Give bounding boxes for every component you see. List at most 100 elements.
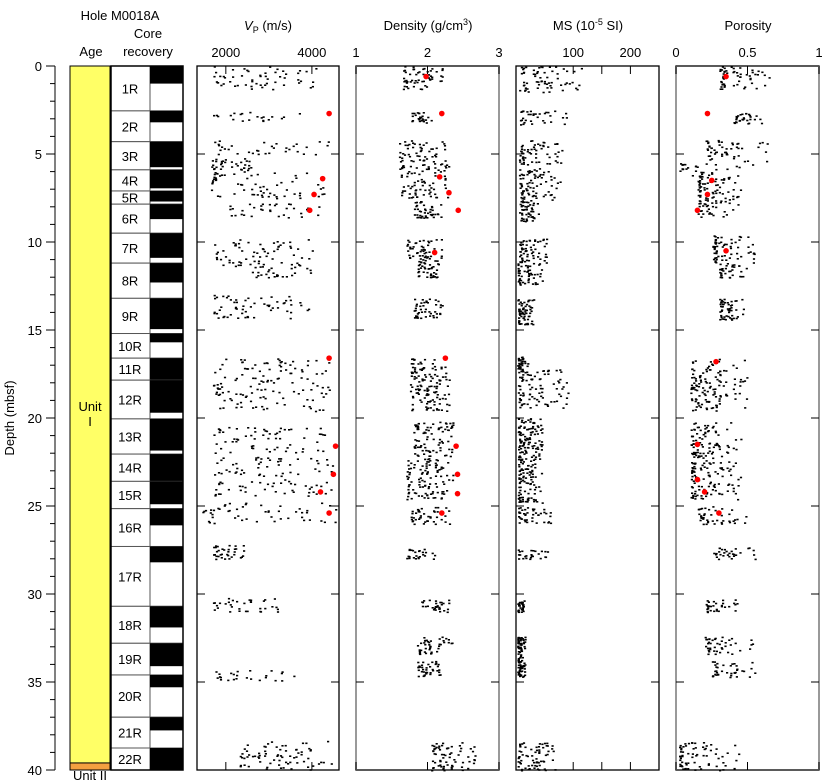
- porosity-log-point: [698, 187, 701, 189]
- density-log-point: [425, 300, 428, 302]
- density-log-point: [406, 245, 409, 247]
- density-log-point: [420, 317, 423, 320]
- porosity-log-point: [735, 554, 738, 556]
- ms-log-point: [517, 642, 520, 645]
- ms-log-point: [522, 313, 525, 315]
- ms-log-point: [545, 242, 548, 245]
- density-log-point: [448, 379, 451, 381]
- ms-log-point: [562, 386, 565, 388]
- porosity-log-point: [697, 194, 700, 197]
- vp-log-point: [223, 148, 226, 150]
- porosity-log-point: [732, 487, 735, 490]
- density-log-point: [418, 388, 422, 391]
- porosity-log-point: [711, 172, 714, 174]
- vp-log-point: [284, 744, 287, 747]
- vp-log-point: [249, 306, 252, 308]
- porosity-log-point: [724, 272, 727, 275]
- vp-log-point: [257, 467, 260, 469]
- ms-log-point: [527, 205, 530, 207]
- ms-log-point: [522, 379, 525, 381]
- vp-log-point: [240, 75, 244, 77]
- ms-log-point: [519, 161, 522, 163]
- ms-log-point: [521, 419, 524, 422]
- ms-log-point: [532, 251, 535, 253]
- ms-log-point: [523, 403, 526, 405]
- ms-log-point: [543, 508, 546, 511]
- porosity-log-point: [721, 305, 724, 308]
- vp-log-point: [215, 114, 218, 117]
- ms-log-point: [520, 759, 523, 762]
- density-log-point: [423, 397, 426, 399]
- ms-log-point: [519, 261, 522, 263]
- porosity-log-point: [714, 431, 718, 434]
- ms-log-point: [536, 425, 539, 427]
- ms-log-point: [546, 745, 549, 747]
- ms-log-point: [561, 117, 565, 119]
- density-log-point: [439, 759, 442, 762]
- vp-log-point: [290, 372, 293, 375]
- vp-log-point: [250, 434, 253, 437]
- porosity-log-point: [734, 642, 737, 645]
- porosity-log-point: [720, 316, 723, 319]
- ms-log-point: [524, 371, 527, 374]
- density-log-point: [431, 607, 434, 609]
- density-log-point: [433, 745, 436, 748]
- ms-log-point: [520, 665, 523, 667]
- porosity-log-point: [692, 748, 695, 750]
- ms-log-point: [525, 206, 529, 208]
- density-log-point: [431, 209, 434, 212]
- porosity-log-point: [695, 439, 698, 442]
- density-log-point: [416, 216, 419, 219]
- density-log-point: [416, 385, 419, 388]
- density-log-point: [415, 388, 418, 391]
- vp-log-point: [259, 481, 262, 484]
- porosity-log-point: [718, 186, 722, 189]
- vp-log-point: [220, 553, 223, 556]
- porosity-log-point: [708, 212, 712, 214]
- porosity-log-point: [731, 663, 734, 665]
- vp-log-point: [230, 556, 233, 558]
- vp-log-point: [239, 264, 242, 267]
- vp-log-point: [259, 243, 262, 246]
- ms-log-point: [522, 281, 525, 284]
- density-log-point: [451, 425, 454, 428]
- porosity-log-point: [725, 381, 728, 383]
- vp-log-point: [266, 381, 269, 383]
- vp-log-point: [320, 433, 323, 436]
- ms-log-point: [518, 458, 521, 461]
- porosity-log-point: [684, 767, 687, 770]
- porosity-log-point: [741, 670, 744, 672]
- vp-log-point: [265, 675, 268, 677]
- porosity-log-point: [726, 467, 729, 470]
- density-log-point: [430, 240, 433, 242]
- vp-log-point: [243, 167, 246, 169]
- ms-log-point: [555, 400, 559, 403]
- porosity-log-point: [755, 115, 758, 117]
- porosity-log-point: [682, 746, 685, 748]
- density-log-point: [423, 555, 427, 557]
- porosity-log-point: [704, 435, 707, 438]
- density-log-point: [435, 486, 439, 488]
- ms-log-point: [548, 163, 552, 165]
- porosity-log-point: [722, 664, 725, 667]
- density-log-point: [435, 451, 438, 454]
- porosity-log-point: [715, 410, 718, 412]
- vp-log-point: [276, 274, 279, 276]
- vp-log-point: [244, 158, 247, 160]
- porosity-log-point: [720, 647, 723, 649]
- vp-log-point: [227, 597, 231, 600]
- density-log-point: [450, 752, 453, 754]
- porosity-log-point: [691, 399, 694, 402]
- vp-log-point: [221, 386, 224, 388]
- porosity-log-point: [691, 361, 695, 363]
- ms-log-point: [541, 428, 544, 430]
- ms-log-point: [533, 433, 536, 436]
- density-log-point: [429, 211, 432, 213]
- porosity-log-point: [726, 490, 729, 492]
- density-log-point: [443, 175, 446, 178]
- density-log-point: [425, 142, 428, 144]
- ms-log-point: [518, 497, 521, 499]
- vp-log-point: [272, 390, 275, 393]
- density-log-point: [442, 602, 445, 605]
- porosity-log-point: [702, 171, 705, 174]
